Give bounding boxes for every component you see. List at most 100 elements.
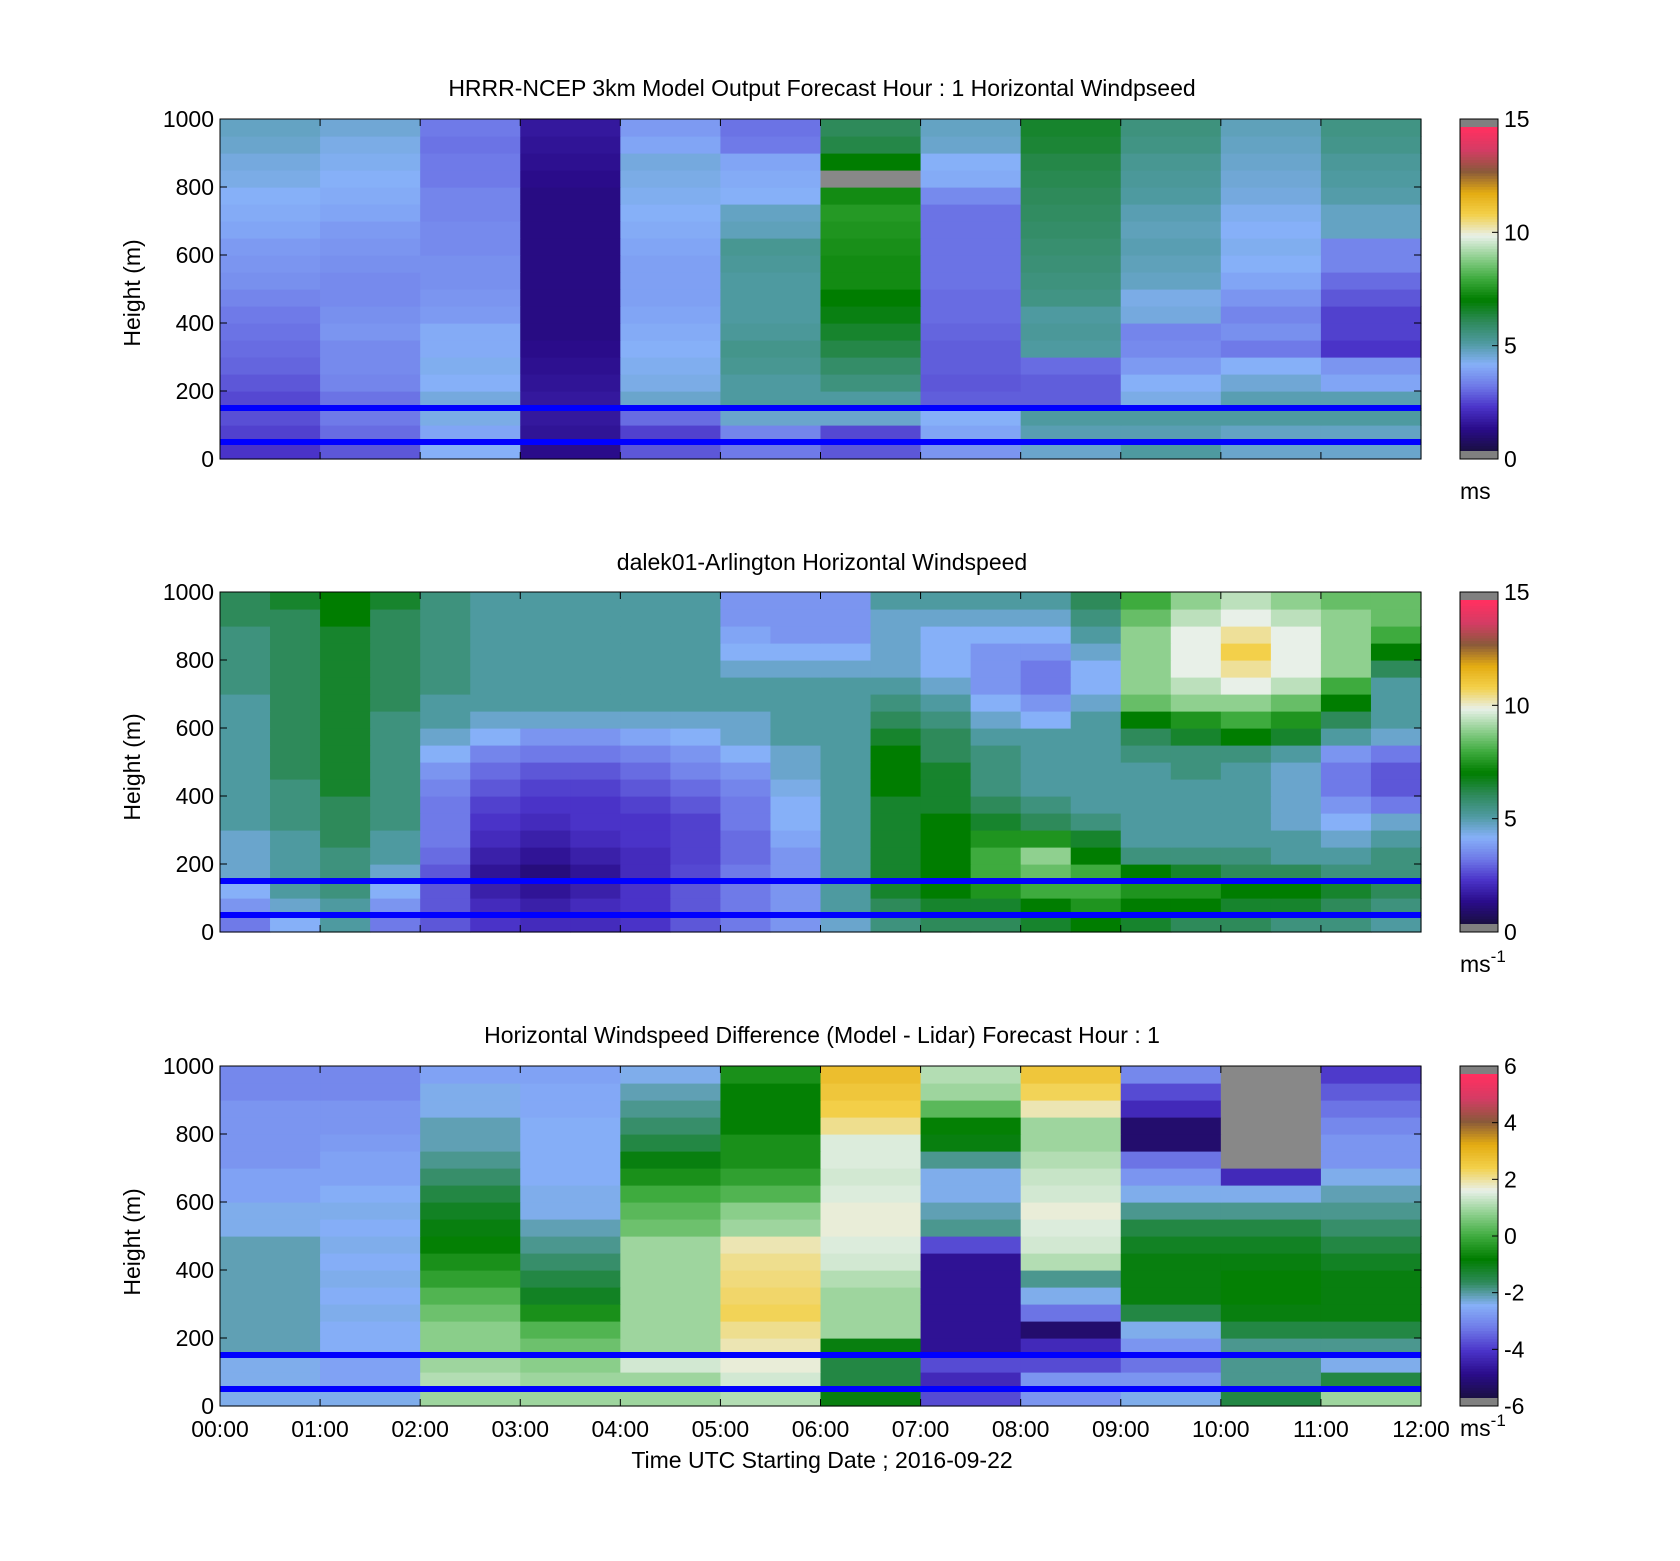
heatmap-cell (270, 762, 321, 780)
heatmap-cell (720, 374, 822, 392)
heatmap-cell (920, 1185, 1022, 1203)
heatmap-cell (920, 357, 1022, 375)
heatmap-cell (1270, 711, 1322, 729)
colorbar-tick-label: -4 (1504, 1336, 1525, 1362)
heatmap-cell (720, 1338, 822, 1356)
heatmap-cell (920, 660, 972, 678)
colorbar-swatch (1460, 156, 1498, 160)
colorbar-swatch (1460, 313, 1498, 317)
heatmap-cell (570, 677, 621, 695)
colorbar-swatch (1460, 664, 1498, 669)
heatmap-cell (920, 153, 1022, 171)
colorbar-unit: ms (1460, 478, 1491, 504)
heatmap-cell (1170, 881, 1222, 899)
heatmap-cell (1120, 238, 1222, 256)
heatmap-cell (1120, 1389, 1222, 1407)
heatmap-cell (1120, 306, 1222, 324)
heatmap-cell (470, 694, 521, 712)
colorbar-tick-label: 15 (1504, 106, 1530, 132)
heatmap-cell (620, 1134, 722, 1152)
heatmap-cell (1320, 340, 1422, 358)
heatmap-cell (720, 1287, 822, 1305)
heatmap-cell (470, 762, 521, 780)
heatmap-cell (1220, 1219, 1322, 1237)
heatmap-cell (1120, 1202, 1222, 1220)
colorbar-swatch (1460, 405, 1498, 409)
colorbar-swatch (1460, 280, 1498, 285)
heatmap-cell (220, 1066, 321, 1084)
colorbar-swatch (1460, 797, 1498, 801)
heatmap-cell (1370, 813, 1422, 831)
heatmap-cell (220, 1117, 321, 1135)
heatmap-cell (1320, 408, 1422, 426)
heatmap-cell (970, 660, 1022, 678)
heatmap-cell (1320, 1304, 1422, 1322)
heatmap-cell (220, 374, 321, 392)
heatmap-cell (720, 289, 822, 307)
heatmap-cell (920, 830, 972, 848)
heatmap-cell (820, 289, 922, 307)
heatmap-cell (1120, 408, 1222, 426)
heatmap-cell (320, 1355, 421, 1373)
heatmap-cell (1220, 340, 1322, 358)
heatmap-cell (420, 221, 521, 239)
heatmap-cell (220, 1202, 321, 1220)
heatmap-cell (220, 170, 321, 188)
heatmap-cell (1320, 711, 1372, 729)
heatmap-cell (1170, 660, 1222, 678)
heatmap-cell (1220, 677, 1272, 695)
heatmap-cell (920, 187, 1022, 205)
lidar-colorbar: 0 5 10 15 ms-1 (1459, 579, 1530, 977)
heatmap-cell (220, 728, 271, 746)
heatmap-cell (370, 779, 421, 797)
heatmap-cell (870, 677, 922, 695)
heatmap-cell (1220, 119, 1322, 137)
colorbar-swatch (1460, 218, 1498, 223)
heatmap-cell (720, 864, 772, 882)
panel-difference: Horizontal Windspeed Difference (Model -… (119, 1022, 1525, 1473)
heatmap-cell (920, 306, 1022, 324)
heatmap-cell (420, 357, 521, 375)
heatmap-cell (320, 745, 371, 763)
heatmap-cell (1120, 221, 1222, 239)
colorbar-swatch (1460, 756, 1498, 760)
heatmap-cell (620, 1083, 722, 1101)
colorbar-swatch (1460, 1171, 1498, 1175)
x-tick-label: 00:00 (191, 1416, 249, 1442)
colorbar-swatch (1460, 816, 1498, 820)
heatmap-cell (720, 1355, 822, 1373)
heatmap-cell (1020, 323, 1122, 341)
heatmap-cell (1320, 677, 1372, 695)
heatmap-cell (220, 1338, 321, 1356)
heatmap-cell (520, 762, 571, 780)
heatmap-cell (720, 1168, 822, 1186)
heatmap-cell (1320, 1389, 1422, 1407)
heatmap-cell (320, 1253, 421, 1271)
heatmap-cell (820, 915, 872, 933)
colorbar-swatch (1460, 902, 1498, 906)
colorbar-swatch (1460, 605, 1498, 609)
heatmap-cell (520, 323, 621, 341)
heatmap-cell (520, 391, 621, 409)
heatmap-cell (520, 847, 571, 865)
heatmap-cell (220, 187, 321, 205)
heatmap-cell (320, 1202, 421, 1220)
heatmap-cell (1020, 677, 1072, 695)
colorbar-swatch (1460, 1173, 1498, 1178)
colorbar-swatch (1460, 1187, 1498, 1191)
colorbar-swatch (1460, 818, 1498, 822)
colorbar-swatch (1460, 681, 1498, 685)
colorbar-swatch (1460, 640, 1498, 644)
colorbar-swatch (1460, 397, 1498, 401)
heatmap-cell (720, 779, 772, 797)
heatmap-cell (620, 306, 722, 324)
heatmap-cell (820, 1151, 922, 1169)
colorbar-swatch (1460, 770, 1498, 774)
difference-colorbar: -6 -4 -2 0 2 4 6 ms-1 (1459, 1053, 1525, 1441)
heatmap-cell (270, 830, 321, 848)
heatmap-cell (1070, 898, 1122, 916)
heatmap-cell (720, 847, 772, 865)
colorbar-swatch (1460, 1225, 1498, 1229)
heatmap-cell (1220, 762, 1272, 780)
heatmap-cell (1070, 779, 1122, 797)
